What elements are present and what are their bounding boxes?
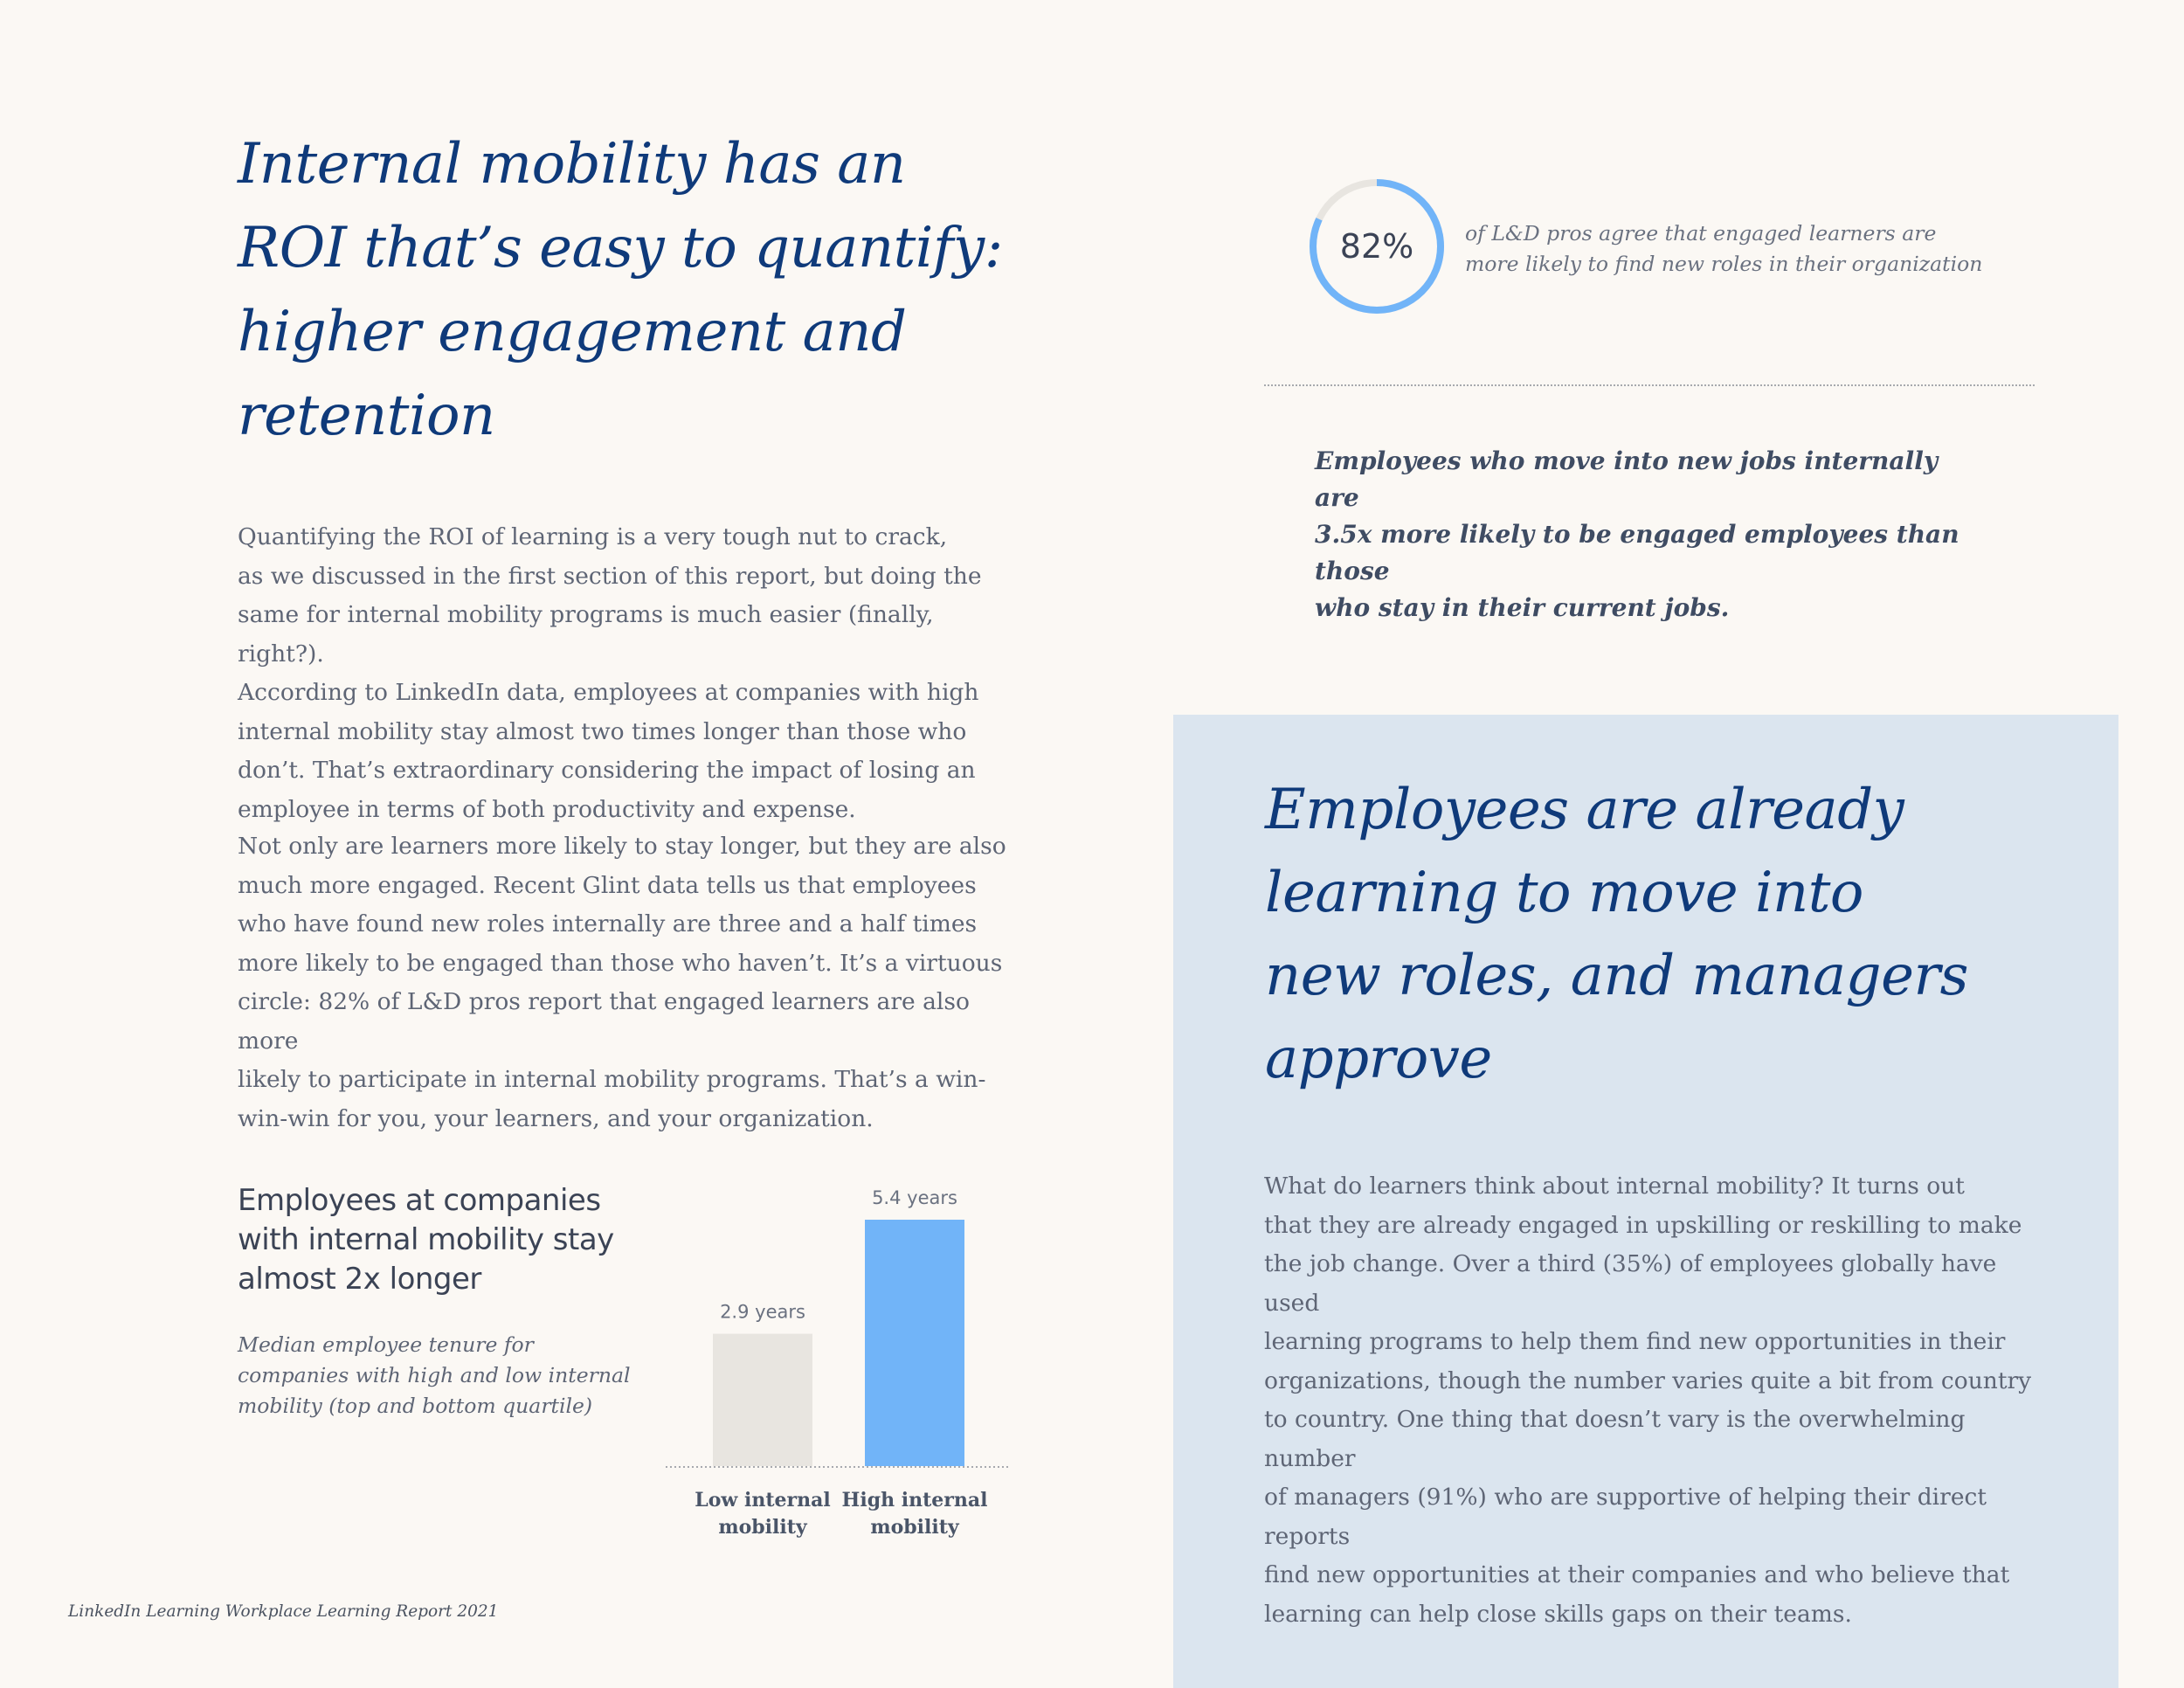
bar-1: [865, 1220, 964, 1466]
donut-progress-arc: [1310, 179, 1444, 314]
category-label: High internal: [842, 1489, 988, 1512]
stat-value: 82%: [1340, 227, 1413, 266]
chart-title: Employees at companies with internal mob…: [238, 1183, 614, 1297]
body-paragraph-roi: Quantifying the ROI of learning is a ver…: [238, 523, 982, 823]
footer-report-name: LinkedIn Learning Workplace Learning Rep…: [68, 1602, 499, 1621]
bar-0: [713, 1333, 812, 1466]
body-paragraph-engagement: Not only are learners more likely to sta…: [238, 833, 1006, 1132]
callout-quote: Employees who move into new jobs interna…: [1315, 446, 1959, 622]
section-divider: [1264, 384, 2035, 386]
bar-value-label: 2.9 years: [720, 1302, 805, 1323]
stat-caption: of L&D pros agree that engaged learners …: [1465, 221, 1983, 276]
chart-subtitle: Median employee tenure for companies wit…: [238, 1332, 631, 1418]
bar-value-label: 5.4 years: [872, 1187, 957, 1208]
category-label: mobility: [870, 1516, 960, 1539]
panel-headline: Employees are already learning to move i…: [1265, 778, 1968, 1091]
category-label: Low internal: [695, 1489, 830, 1512]
category-label: mobility: [718, 1516, 808, 1539]
highlight-panel: [1173, 715, 2118, 1688]
page-headline: Internal mobility has an ROI that’s easy…: [238, 132, 1003, 448]
tenure-bar-chart: 2.9 years Low internal mobility 5.4 years Hi…: [664, 1187, 1009, 1539]
stat-donut: 82%: [1310, 179, 1444, 314]
panel-paragraph: What do learners think about internal mo…: [1264, 1173, 2032, 1628]
